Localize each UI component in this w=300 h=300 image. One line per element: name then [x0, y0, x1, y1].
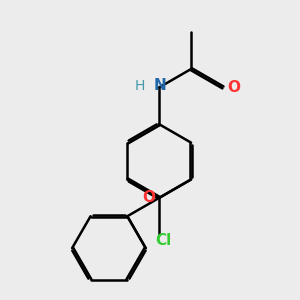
Text: O: O [142, 190, 155, 205]
Text: Cl: Cl [155, 233, 171, 248]
Text: N: N [154, 78, 166, 93]
Text: O: O [227, 80, 240, 95]
Text: H: H [135, 79, 145, 93]
